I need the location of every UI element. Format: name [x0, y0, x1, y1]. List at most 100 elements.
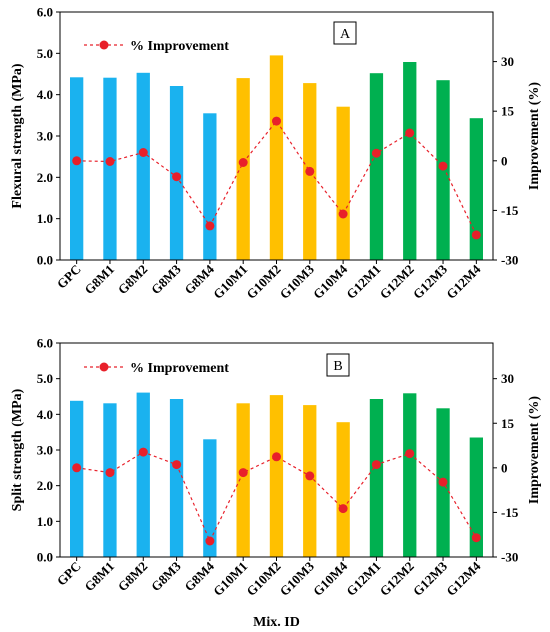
y2-tick-label: 15 [501, 104, 515, 119]
x-tick-label: G12M2 [377, 559, 417, 599]
improvement-point-G8M2 [138, 447, 148, 457]
x-axis-title: Mix. ID [253, 615, 300, 630]
x-tick-label: G12M2 [377, 262, 417, 302]
bar-G12M1 [369, 73, 384, 260]
improvement-point-G10M3 [305, 166, 315, 176]
y-tick-label: 6.0 [37, 336, 53, 351]
panel-label: B [333, 359, 342, 374]
x-tick-label: G8M2 [115, 262, 151, 298]
bar-G12M2 [403, 62, 417, 260]
improvement-point-G10M4 [338, 504, 348, 514]
x-tick-label: G8M1 [81, 262, 117, 298]
y-tick-label: 3.0 [37, 129, 53, 144]
bar-G8M1 [103, 403, 117, 557]
bar-G10M3 [303, 405, 317, 557]
bar-G10M2 [269, 395, 284, 557]
x-tick-label: G8M2 [115, 559, 151, 595]
bar-G8M4 [203, 439, 217, 557]
bar-G10M1 [236, 78, 250, 260]
y2-axis-title: Improvement (%) [527, 396, 542, 505]
y2-tick-label: 0 [501, 460, 508, 475]
bar-G10M2 [269, 55, 284, 261]
x-tick-label: G10M1 [210, 262, 250, 302]
x-tick-label: G10M3 [277, 261, 318, 302]
improvement-point-G8M1 [105, 157, 115, 166]
y2-tick-label: -30 [501, 253, 518, 268]
bar-G8M1 [103, 77, 117, 260]
x-tick-label: G10M4 [310, 261, 351, 302]
bar-G8M2 [136, 72, 150, 260]
improvement-point-G10M2 [272, 116, 281, 126]
panel-label-box [326, 353, 350, 377]
y-axis-title: Flexural strength (MPa) [10, 63, 25, 208]
improvement-point-G10M1 [238, 468, 248, 478]
y-tick-label: 5.0 [37, 371, 53, 386]
y-tick-label: 4.0 [37, 87, 53, 102]
improvement-point-G12M2 [405, 128, 415, 138]
y2-tick-label: -15 [501, 203, 519, 218]
y-tick-label: 2.0 [37, 170, 53, 185]
y2-tick-label: -30 [501, 550, 518, 565]
bar-G12M2 [403, 393, 417, 557]
x-tick-label: G10M1 [210, 559, 250, 599]
x-tick-label: G12M3 [410, 261, 451, 302]
bar-GPC [70, 400, 84, 557]
improvement-point-G8M4 [205, 536, 215, 546]
x-tick-label: G8M1 [81, 559, 117, 595]
chart-panel-A: 0.01.02.03.04.05.06.0-30-1501530GPCG8M1G… [10, 5, 542, 302]
panel-label: A [340, 27, 351, 42]
improvement-point-G8M4 [205, 221, 215, 231]
x-tick-label: G12M4 [443, 261, 484, 302]
y2-tick-label: 0 [501, 153, 508, 168]
y-tick-label: 2.0 [37, 478, 53, 493]
x-tick-label: GPC [54, 262, 84, 292]
chart-panel-B: 0.01.02.03.04.05.06.0-30-1501530GPCG8M1G… [10, 336, 542, 631]
y2-tick-label: 30 [501, 54, 514, 69]
improvement-point-G12M1 [371, 148, 381, 158]
x-tick-label: G12M1 [343, 559, 383, 599]
y2-tick-label: 30 [501, 371, 514, 386]
improvement-point-G12M4 [471, 533, 481, 543]
y2-tick-label: 15 [501, 416, 515, 431]
improvement-point-G8M2 [138, 148, 148, 157]
improvement-point-G8M3 [172, 172, 182, 182]
y-axis-title: Split strength (MPa) [10, 388, 25, 511]
bar-G10M4 [336, 106, 350, 260]
y2-tick-label: -15 [501, 505, 519, 520]
improvement-point-G12M3 [438, 477, 448, 487]
bar-G8M3 [169, 399, 184, 557]
legend-marker [99, 40, 109, 50]
bar-G10M1 [236, 403, 250, 557]
improvement-point-G10M2 [272, 452, 281, 462]
improvement-point-G12M4 [471, 230, 481, 240]
x-tick-label: G8M3 [148, 558, 184, 594]
improvement-point-GPC [72, 463, 82, 473]
y-tick-label: 3.0 [37, 443, 53, 458]
improvement-point-G12M3 [438, 161, 448, 171]
y-tick-label: 6.0 [37, 5, 53, 20]
x-tick-label: G10M2 [243, 559, 283, 599]
legend: % Improvement [84, 39, 229, 54]
bar-GPC [70, 77, 84, 260]
bar-G12M1 [369, 399, 384, 557]
x-tick-label: G12M3 [410, 558, 451, 599]
improvement-point-G10M4 [338, 209, 348, 219]
y-tick-label: 0.0 [37, 550, 53, 565]
improvement-point-G10M1 [238, 158, 248, 167]
x-tick-label: G8M3 [148, 261, 184, 297]
bar-G12M4 [469, 118, 483, 260]
x-tick-label: G10M3 [277, 558, 318, 599]
improvement-point-G12M1 [371, 460, 381, 470]
bar-G8M4 [203, 113, 217, 260]
x-tick-label: G10M2 [243, 262, 283, 302]
legend-label: % Improvement [130, 361, 229, 376]
y-tick-label: 5.0 [37, 46, 53, 61]
legend-marker [99, 362, 109, 372]
y-tick-label: 1.0 [37, 514, 53, 529]
legend: % Improvement [84, 361, 229, 376]
improvement-point-G8M3 [172, 460, 182, 470]
x-tick-label: G10M4 [310, 558, 351, 599]
x-tick-label: GPC [54, 559, 84, 589]
x-tick-label: G12M4 [443, 558, 484, 599]
